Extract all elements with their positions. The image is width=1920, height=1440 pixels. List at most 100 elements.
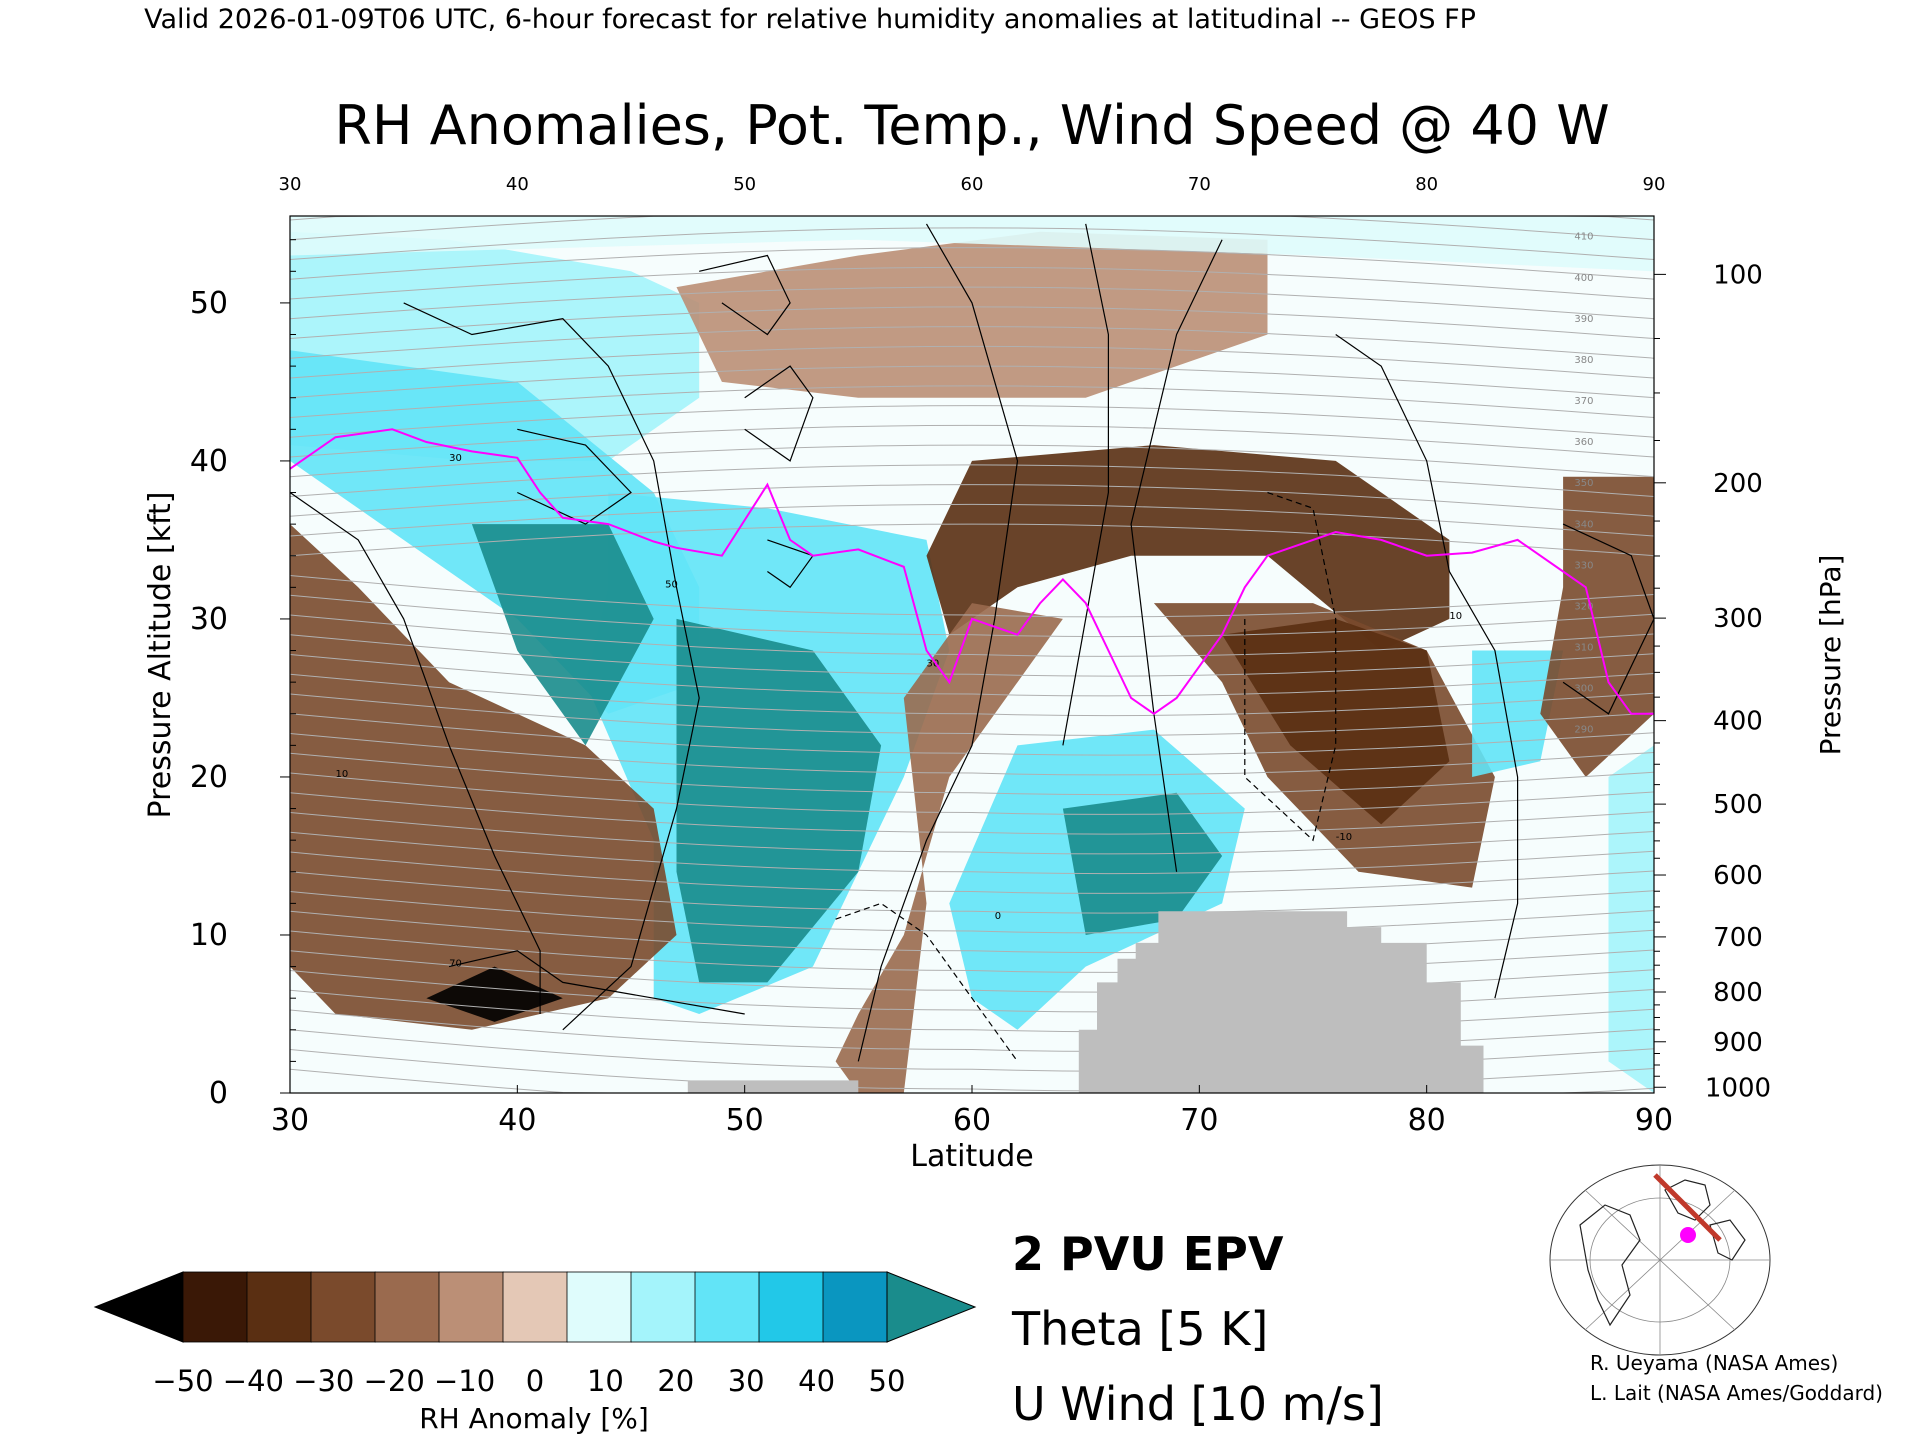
uwind-contour-4 — [744, 365, 814, 462]
colorbar: −50 −40 −30 −20 −10 0 10 20 30 40 50 — [93, 1271, 977, 1398]
theta-contour-17 — [290, 733, 1654, 776]
x-tick-label-3: 60 — [953, 1103, 991, 1138]
pressure-tick-label-2: 300 — [1713, 604, 1763, 634]
uwind-label-3: 10 — [1449, 611, 1462, 622]
rh-region-10 — [835, 603, 1063, 1093]
colorbar-swatch-6 — [566, 1271, 632, 1343]
theta-contour-41 — [290, 227, 1654, 260]
uwind-label-5: 0 — [995, 911, 1001, 922]
y-tick-label-3: 30 — [190, 602, 228, 637]
pressure-tick-label-4: 500 — [1713, 790, 1763, 820]
theta-contour-29 — [290, 464, 1654, 497]
pressure-tick-label-9: 1000 — [1705, 1073, 1771, 1103]
theta-label-12: 290 — [1574, 725, 1593, 736]
colorbar-tick-label-7: 20 — [657, 1364, 694, 1398]
pressure-tick-label-0: 100 — [1713, 260, 1763, 290]
theta-label-10: 310 — [1574, 643, 1593, 654]
theta-label-5: 360 — [1574, 437, 1593, 448]
rh-region-6 — [676, 618, 882, 983]
rh-region-15 — [1472, 650, 1564, 777]
y-tick-label-1: 10 — [190, 918, 228, 953]
colorbar-swatch-0 — [182, 1271, 248, 1343]
theta-label-3: 380 — [1574, 355, 1593, 366]
x-tick-label-0: 30 — [271, 1103, 309, 1138]
rh-anomaly-field — [290, 216, 1654, 1093]
colorbar-swatch-2 — [310, 1271, 376, 1343]
colorbar-swatch-9 — [758, 1271, 824, 1343]
x-tick-label-4: 70 — [1180, 1103, 1218, 1138]
colorbar-swatch-5 — [502, 1271, 568, 1343]
pressure-tick-label-6: 700 — [1713, 923, 1763, 953]
pressure-tick-label-1: 200 — [1713, 469, 1763, 499]
axes: 3030404050506060707080809090010203040501… — [190, 174, 1771, 1138]
uwind-contour-1 — [403, 302, 700, 1031]
rh-region-11 — [290, 524, 677, 1030]
uwind-label-7: 70 — [449, 959, 462, 970]
x-axis-label: Latitude — [910, 1139, 1033, 1174]
rh-region-14 — [1062, 792, 1223, 935]
x-top-tick-label-6: 90 — [1643, 174, 1666, 195]
theta-contour-11 — [290, 851, 1654, 894]
legend-epv: 2 PVU EPV — [1012, 1227, 1284, 1281]
x-tick-label-2: 50 — [726, 1103, 764, 1138]
header-text: Valid 2026-01-09T06 UTC, 6-hour forecast… — [144, 4, 1476, 35]
uwind-contour-11 — [1562, 523, 1654, 715]
rh-region-16 — [1540, 476, 1654, 777]
colorbar-tick-label-8: 30 — [728, 1364, 765, 1398]
x-tick-label-6: 90 — [1635, 1103, 1673, 1138]
terrain — [687, 911, 1484, 1093]
theta-contour-23 — [290, 614, 1654, 657]
theta-contour-15 — [290, 772, 1654, 815]
x-top-tick-label-3: 60 — [961, 174, 984, 195]
uwind-contour-7 — [1062, 223, 1110, 746]
uwind-label-1: 50 — [665, 579, 678, 590]
x-top-tick-label-4: 70 — [1188, 174, 1211, 195]
uwind-contour-6 — [857, 223, 1019, 1062]
colorbar-swatch-4 — [438, 1271, 504, 1343]
uwind-contour-9 — [1335, 334, 1519, 999]
theta-contour-40 — [290, 247, 1654, 280]
pressure-tick-label-8: 900 — [1713, 1028, 1763, 1058]
colorbar-tick-label-1: −40 — [223, 1364, 284, 1398]
theta-contour-20 — [290, 673, 1654, 717]
uwind-contours: 30 50 30 10 -10 0 10 70 — [290, 223, 1654, 1062]
theta-contour-38 — [290, 286, 1654, 320]
colorbar-swatch-3 — [374, 1271, 440, 1343]
theta-contour-39 — [290, 266, 1654, 300]
theta-contour-18 — [290, 713, 1654, 756]
rh-region-2 — [290, 216, 1654, 272]
uwind-contour-2 — [517, 428, 632, 525]
terrain-mask — [687, 911, 1484, 1093]
uwind-contour-12 — [835, 902, 1018, 1062]
theta-label-4: 370 — [1574, 396, 1593, 407]
colorbar-tick-label-10: 50 — [869, 1364, 906, 1398]
theta-contour-10 — [290, 871, 1654, 914]
rh-region-7 — [926, 445, 1450, 651]
colorbar-tick-label-4: −10 — [434, 1364, 495, 1398]
legend-uwind: U Wind [10 m/s] — [1012, 1377, 1384, 1431]
colorbar-tick-label-3: −20 — [364, 1364, 425, 1398]
colorbar-swatch-10 — [822, 1271, 888, 1343]
colorbar-high-arrow — [886, 1271, 977, 1343]
theta-contour-26 — [290, 523, 1654, 557]
theta-label-8: 330 — [1574, 560, 1593, 571]
colorbar-tick-label-9: 40 — [798, 1364, 835, 1398]
uwind-contour-3 — [699, 254, 791, 336]
x-tick-label-1: 40 — [498, 1103, 536, 1138]
uwind-contour-13 — [448, 950, 745, 1015]
x-top-tick-label-0: 30 — [279, 174, 302, 195]
rh-region-1 — [676, 231, 1268, 398]
x-top-tick-label-2: 50 — [733, 174, 756, 195]
legend-theta: Theta [5 K] — [1011, 1302, 1268, 1356]
theta-contour-42 — [290, 216, 1654, 241]
y-tick-label-0: 0 — [209, 1076, 228, 1111]
theta-label-1: 400 — [1574, 273, 1593, 284]
theta-contour-16 — [290, 752, 1654, 796]
theta-contour-34 — [290, 365, 1654, 399]
uwind-label-6: 10 — [335, 769, 348, 780]
colorbar-low-arrow — [93, 1271, 184, 1343]
colorbar-swatch-7 — [630, 1271, 696, 1343]
theta-contour-14 — [290, 792, 1654, 835]
y-tick-label-4: 40 — [190, 444, 228, 479]
